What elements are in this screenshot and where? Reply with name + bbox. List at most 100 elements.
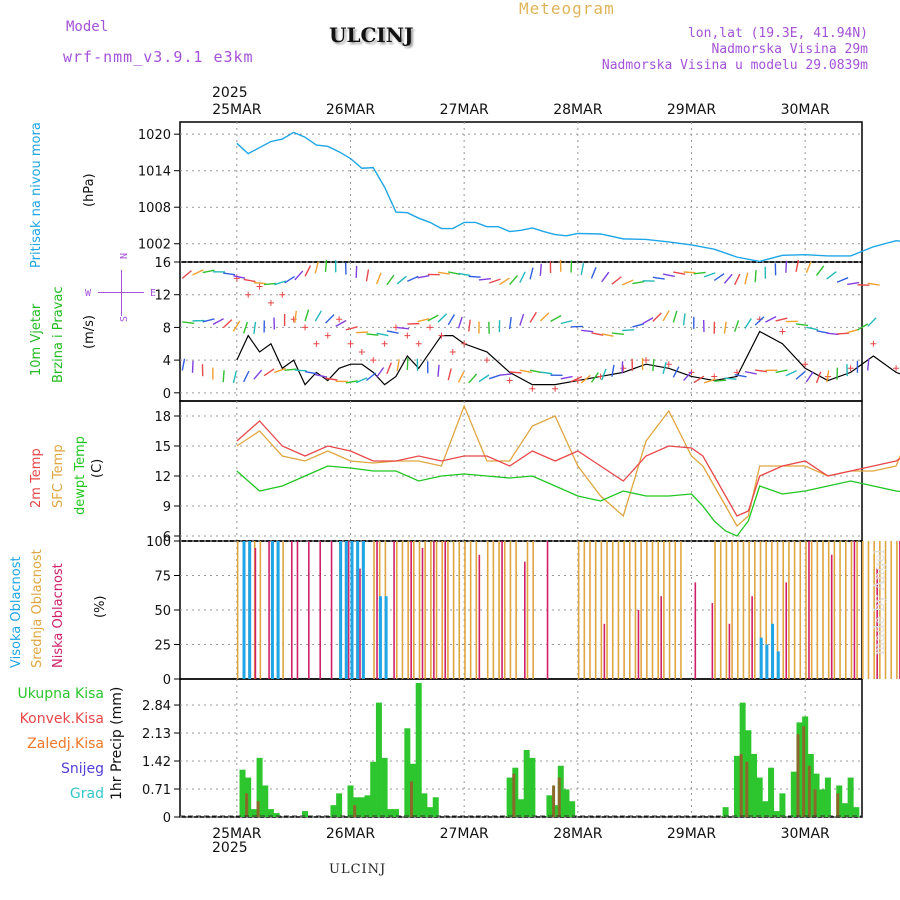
wind-arrow xyxy=(458,272,471,277)
mid-cloud-bar xyxy=(600,541,603,679)
wind-arrow xyxy=(734,320,740,332)
wind-arrow xyxy=(836,277,849,283)
wind-gust-marker xyxy=(279,291,286,298)
wind-gust-marker xyxy=(347,340,354,347)
total-rain-bar xyxy=(273,813,280,817)
wind-arrow xyxy=(397,326,410,330)
mid-cloud-bar xyxy=(441,541,444,679)
wind-arrow xyxy=(570,376,583,383)
total-rain-bar xyxy=(404,728,411,817)
wind-arrow xyxy=(202,269,215,274)
wind-arrow xyxy=(355,377,368,384)
wind-arrow xyxy=(417,274,430,279)
mid-cloud-bar xyxy=(788,541,790,679)
wind-arrow xyxy=(755,369,768,373)
footer-station: ULCINJ xyxy=(329,862,387,877)
conv-rain-bar xyxy=(410,781,414,817)
wind-arrow xyxy=(499,277,510,286)
high-cloud-bar xyxy=(248,541,252,679)
wind-arrow xyxy=(673,271,686,275)
total-rain-bar xyxy=(824,777,831,817)
wind-arrow xyxy=(529,369,542,374)
model-label: Model xyxy=(66,19,109,35)
wind-arrow xyxy=(468,275,481,278)
high-cloud-bar xyxy=(771,623,775,679)
wind-arrow xyxy=(376,367,385,378)
wind-arrow xyxy=(581,329,594,333)
total-rain-bar xyxy=(381,757,388,817)
wind-gust-marker xyxy=(779,328,786,335)
wind-arrow xyxy=(407,275,419,282)
mid-cloud-bar xyxy=(833,541,836,679)
low-cloud-bar xyxy=(330,541,333,679)
total-rain-bar xyxy=(370,761,377,817)
mid-cloud-bar xyxy=(486,541,489,679)
wind-arrow xyxy=(478,374,490,383)
total-rain-bar xyxy=(546,795,553,817)
wind-arrow xyxy=(765,316,777,323)
mid-cloud-bar xyxy=(862,541,864,679)
wind-arrow xyxy=(519,271,526,283)
meteogram-title: Meteogram xyxy=(519,0,615,18)
wind-arrow xyxy=(508,317,512,330)
low-cloud-bar xyxy=(308,541,310,679)
total-rain-bar xyxy=(529,757,536,817)
y-tick-label: 1.42 xyxy=(142,755,171,770)
total-rain-bar xyxy=(347,785,354,817)
wind-arrow xyxy=(611,332,624,335)
wind-arrow xyxy=(713,273,725,282)
mid-cloud-bar xyxy=(771,541,773,679)
total-rain-bar xyxy=(853,807,860,817)
wind-arrow xyxy=(315,374,328,378)
wind-arrow xyxy=(795,370,806,380)
mid-cloud-bar xyxy=(583,541,586,679)
date-label-top: 29MAR xyxy=(667,102,716,118)
wind-arrow xyxy=(386,274,395,286)
wind-gust-marker xyxy=(643,357,650,364)
wind-arrow xyxy=(376,332,389,337)
wind-arrow xyxy=(662,310,670,322)
y-tick-label: 9 xyxy=(163,500,171,515)
wind-arrow xyxy=(324,259,328,272)
total-rain-bar xyxy=(733,755,740,817)
wind-arrow xyxy=(243,278,256,283)
mid-cloud-bar xyxy=(867,541,870,679)
mid-cloud-bar xyxy=(617,541,620,679)
date-label-top: 27MAR xyxy=(440,102,489,118)
wind-arrow xyxy=(366,333,379,336)
wind-arrow xyxy=(314,310,322,322)
low-cloud-bar xyxy=(393,541,395,679)
wind-arrow xyxy=(375,272,382,285)
dewpt-line xyxy=(236,465,900,537)
mid-cloud-bar xyxy=(680,541,682,679)
mid-cloud-bar xyxy=(674,541,677,679)
mid-cloud-bar xyxy=(884,541,887,679)
wind-arrow xyxy=(427,314,439,322)
wind-arrow xyxy=(601,333,614,337)
wind-arrow xyxy=(805,371,814,383)
wind-arrow xyxy=(539,312,550,322)
low-cloud-bar xyxy=(433,541,435,679)
mid-cloud-bar xyxy=(606,541,608,679)
panel-frame xyxy=(179,121,863,263)
legend-graupel: Grad xyxy=(69,786,104,802)
y-tick-label: 12 xyxy=(154,289,171,304)
wind-gust-marker xyxy=(302,324,309,331)
wind-arrow xyxy=(264,282,277,286)
mid-cloud-bar xyxy=(430,541,432,679)
wind-arrow xyxy=(457,316,463,329)
conv-rain-bar xyxy=(745,761,749,817)
y-tick-label: 0.71 xyxy=(142,783,171,798)
wind-arrow xyxy=(192,269,204,276)
mid-cloud-bar xyxy=(401,541,404,679)
wind-arrow xyxy=(590,372,599,383)
y-tick-label: 100 xyxy=(146,535,171,550)
wind-arrow xyxy=(356,331,369,334)
wind-arrow xyxy=(304,309,310,322)
wind-gust-marker xyxy=(893,365,900,372)
wind-arrow xyxy=(847,281,860,286)
mid-cloud-bar xyxy=(492,541,495,679)
y-tick-label: 1014 xyxy=(138,165,171,180)
wind-gust-marker xyxy=(665,361,672,368)
y-tick-label: 2.84 xyxy=(142,699,171,714)
